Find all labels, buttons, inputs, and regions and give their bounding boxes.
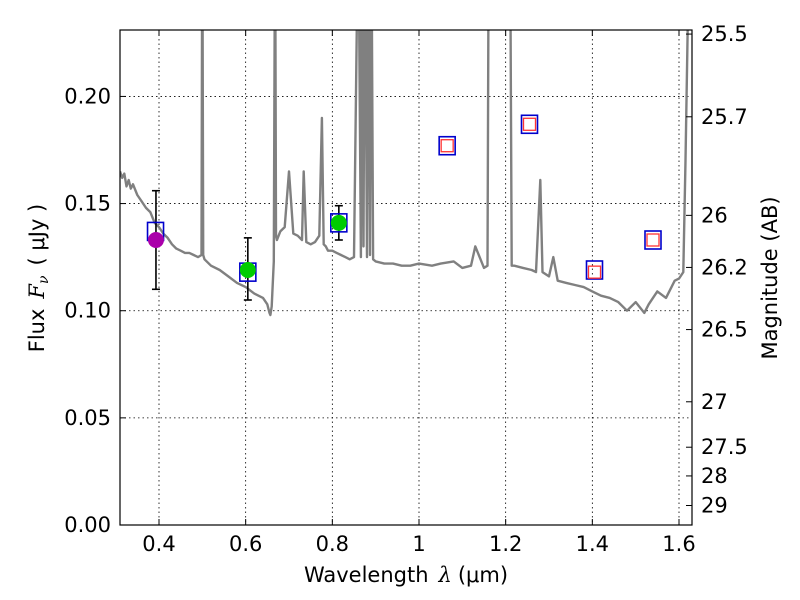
y-tick-label: 0.05 [64,406,111,430]
detection-markers [147,214,347,278]
upper-limit-marker [440,139,454,153]
x-axis-label: Wavelength λ (μm) [304,563,508,587]
y2-tick-label: 26.2 [701,255,748,279]
y-tick-label: 0.20 [64,84,111,108]
upper-limit-marker [587,265,602,279]
y-axis-label: FluxFν( μJy ) [25,204,52,352]
upper-limit-marker [522,117,537,131]
model-point-marker [644,230,662,250]
x-tick-label: 1 [412,532,425,556]
y2-tick-label: 27.5 [701,435,748,459]
y2-tick-label: 29 [701,494,728,518]
x-tick-label: 1.2 [489,532,522,556]
detection-marker [239,262,256,278]
plot-frame [119,29,693,526]
model-point-marker [438,135,456,156]
y2-tick-label: 25.7 [701,105,748,129]
model-point-marker [585,260,604,280]
y-axis-ticks: 0.00 0.05 0.10 0.15 0.20 [64,84,126,537]
model-spectrum-line [120,30,689,317]
x-tick-label: 0.6 [229,532,262,556]
y2-axis-label: Magnitude (AB) [758,196,782,359]
y2-tick-label: 27 [701,390,728,414]
x-tick-label: 0.8 [316,532,349,556]
y2-tick-label: 25.5 [701,22,748,46]
grid-lines [120,30,692,526]
x-tick-label: 1.6 [662,532,695,556]
x-tick-label: 0.4 [142,532,175,556]
y2-tick-label: 26 [701,203,728,227]
detection-marker [330,214,347,231]
x-axis-ticks: 0.4 0.6 0.8 1 1.2 1.4 1.6 [142,30,696,556]
x-tick-label: 1.4 [576,532,609,556]
detection-marker [147,232,164,248]
model-point-marker [520,114,539,135]
y2-tick-label: 28 [701,464,728,488]
y2-axis-ticks: 25.5 25.7 26 26.2 26.5 27 27.5 28 29 [686,22,748,518]
upper-limit-marker [646,233,660,247]
y-tick-label: 0.10 [64,299,111,323]
y2-tick-label: 26.5 [701,318,748,342]
errorbars [151,189,343,301]
y-tick-label: 0.15 [64,192,111,216]
y-tick-label: 0.00 [64,513,111,537]
upper-limit-markers [440,117,660,279]
model-photometry-markers [146,114,662,282]
